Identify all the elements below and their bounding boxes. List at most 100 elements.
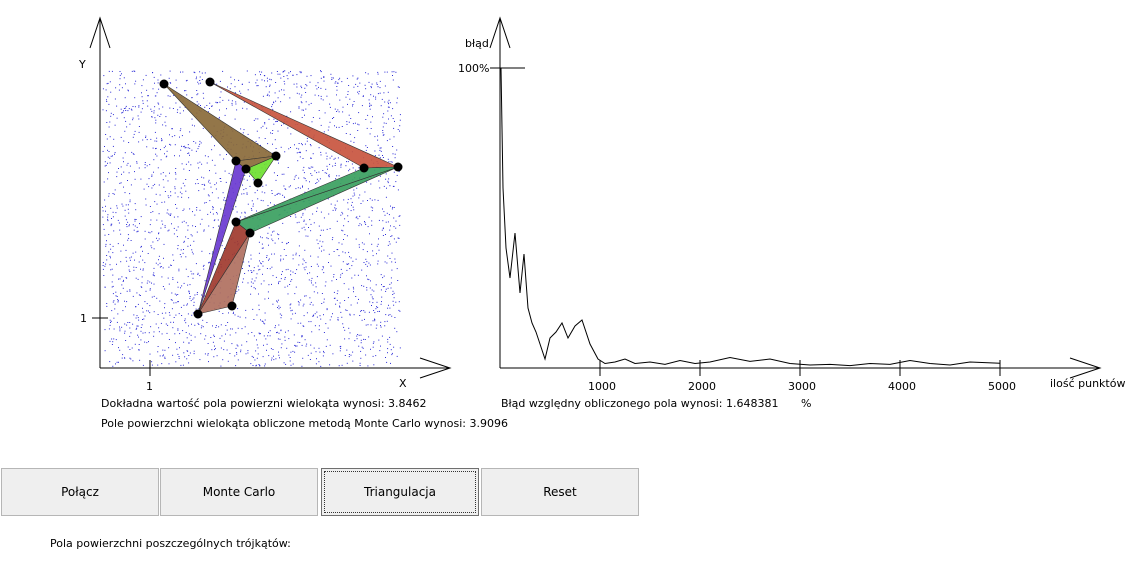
monte-carlo-point (300, 85, 302, 87)
monte-carlo-point (118, 222, 120, 224)
monte-carlo-point (150, 326, 152, 328)
monte-carlo-point (145, 204, 147, 206)
monte-carlo-point (129, 259, 131, 261)
monte-carlo-point (112, 114, 114, 116)
monte-carlo-point (268, 331, 269, 333)
monte-carlo-point (343, 199, 345, 201)
monte-carlo-point (382, 277, 384, 279)
monte-carlo-point (312, 316, 314, 317)
monte-carlo-point (119, 182, 121, 184)
monte-carlo-point (391, 352, 393, 354)
monte-carlo-point (336, 220, 338, 222)
monte-carlo-point (356, 302, 358, 304)
monte-carlo-point (281, 89, 282, 91)
monte-carlo-point (116, 321, 118, 323)
monte-carlo-point (283, 80, 285, 82)
monte-carlo-point (114, 153, 115, 155)
monte-carlo-point (202, 92, 204, 94)
monte-carlo-point (164, 153, 165, 155)
monte-carlo-point (196, 209, 198, 211)
monte-carlo-point (320, 124, 322, 126)
monte-carlo-point (190, 164, 192, 166)
monte-carlo-point (310, 102, 312, 104)
monte-carlo-point (251, 278, 253, 280)
monte-carlo-point (108, 70, 110, 72)
monte-carlo-point (190, 244, 191, 246)
polygon-vertex (393, 162, 403, 172)
monte-carlo-point (367, 200, 368, 201)
monte-carlo-point (145, 74, 147, 76)
monte-carlo-point (301, 94, 303, 96)
monte-carlo-point (335, 178, 337, 180)
monte-carlo-point (309, 219, 311, 221)
monte-carlo-point (201, 163, 203, 165)
monte-carlo-point (124, 332, 126, 334)
monte-carlo-point (319, 234, 321, 236)
monte-carlo-point (158, 184, 160, 186)
error-x-tick-label: 5000 (988, 380, 1016, 393)
polygon-plot[interactable]: Y X 1 1 (0, 0, 470, 400)
triangulation-button[interactable]: Triangulacja (321, 468, 479, 516)
monte-carlo-point (305, 180, 307, 182)
monte-carlo-point (237, 345, 239, 347)
monte-carlo-point (119, 330, 121, 332)
monte-carlo-point (280, 347, 282, 349)
monte-carlo-point (352, 360, 354, 362)
monte-carlo-point (126, 277, 128, 279)
monte-carlo-point (334, 165, 336, 166)
monte-carlo-point (203, 229, 205, 231)
monte-carlo-point (140, 255, 141, 257)
monte-carlo-point (269, 330, 271, 332)
monte-carlo-point (330, 203, 332, 205)
monte-carlo-point (170, 264, 172, 266)
monte-carlo-button[interactable]: Monte Carlo (160, 468, 318, 516)
monte-carlo-point (120, 108, 122, 110)
monte-carlo-point (287, 167, 289, 168)
monte-carlo-point (303, 172, 305, 174)
monte-carlo-point (382, 116, 384, 118)
monte-carlo-point (316, 210, 318, 212)
monte-carlo-point (159, 266, 161, 268)
monte-carlo-point (399, 310, 401, 312)
monte-carlo-point (199, 275, 201, 277)
monte-carlo-point (179, 130, 181, 132)
monte-carlo-point (136, 162, 138, 164)
monte-carlo-point (303, 220, 305, 222)
connect-button[interactable]: Połącz (1, 468, 159, 516)
monte-carlo-point (187, 303, 188, 305)
monte-carlo-point (333, 297, 335, 299)
y-axis-arrow (89, 16, 111, 49)
monte-carlo-point (252, 308, 254, 310)
monte-carlo-point (245, 353, 247, 355)
monte-carlo-point (365, 263, 367, 265)
monte-carlo-point (113, 230, 115, 232)
reset-button[interactable]: Reset (481, 468, 639, 516)
monte-carlo-point (383, 113, 385, 115)
monte-carlo-point (381, 301, 382, 303)
monte-carlo-point (297, 187, 299, 189)
monte-carlo-point (138, 126, 140, 127)
monte-carlo-point (275, 121, 277, 123)
monte-carlo-point (141, 108, 143, 110)
monte-carlo-point (292, 74, 294, 76)
monte-carlo-point (242, 281, 244, 283)
monte-carlo-point (349, 133, 351, 135)
monte-carlo-point (376, 301, 378, 303)
monte-carlo-point (231, 343, 233, 345)
monte-carlo-point (196, 179, 198, 180)
monte-carlo-point (375, 327, 377, 329)
monte-carlo-point (261, 79, 263, 81)
monte-carlo-point (138, 167, 140, 169)
monte-carlo-point (328, 126, 330, 128)
monte-carlo-point (158, 331, 160, 333)
monte-carlo-point (108, 151, 110, 152)
monte-carlo-point (383, 211, 385, 213)
monte-carlo-point (131, 347, 133, 349)
monte-carlo-point (252, 203, 254, 205)
monte-carlo-point (368, 311, 370, 313)
monte-carlo-point (318, 86, 319, 88)
monte-carlo-point (246, 193, 248, 195)
monte-carlo-point (262, 321, 264, 322)
monte-carlo-point (266, 349, 267, 351)
monte-carlo-point (118, 89, 120, 91)
